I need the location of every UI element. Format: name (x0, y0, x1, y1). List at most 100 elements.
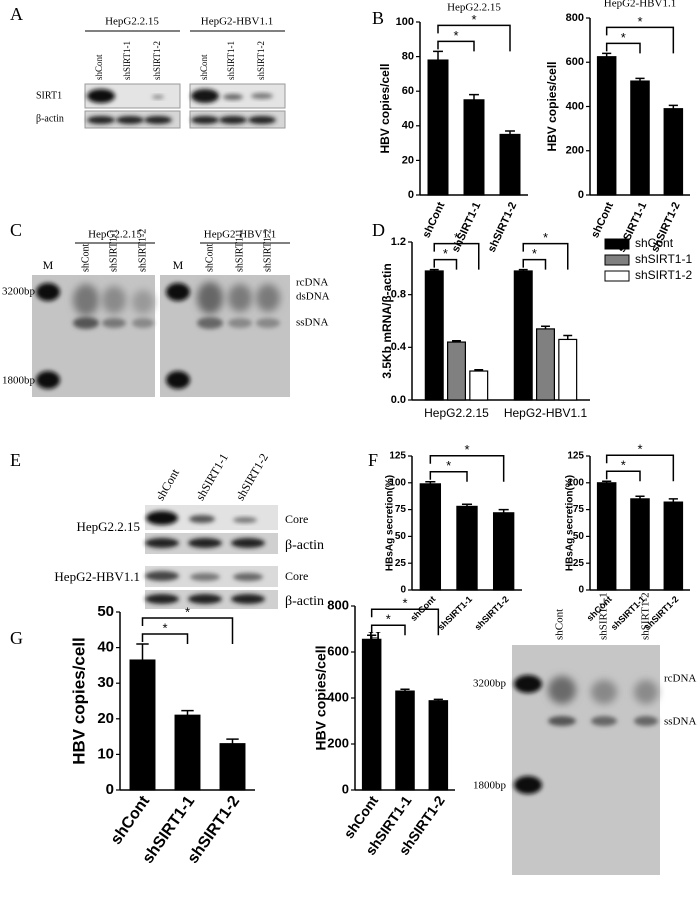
y-tick-label: 25 (573, 558, 585, 569)
bar (596, 482, 617, 591)
bar (456, 505, 478, 591)
blot-e: shCont shSIRT1-1 shSIRT1-2 HepG2.2.15 He… (54, 451, 324, 609)
legend-label: shCont (635, 236, 674, 250)
error-bar (635, 495, 645, 499)
smear (634, 680, 658, 704)
band (166, 283, 190, 301)
band (188, 594, 222, 604)
y-tick-label: 0.8 (391, 289, 406, 301)
smear (102, 286, 126, 314)
y-axis-label: HBV copies/cell (378, 63, 392, 153)
legend-label: shSIRT1-2 (635, 268, 692, 282)
error-bar (425, 480, 436, 484)
group-label: HepG2-HBV1.1 (201, 16, 273, 28)
significance-bracket (605, 42, 641, 54)
significance-label: * (453, 28, 458, 43)
bar (492, 512, 515, 591)
y-tick-label: 400 (566, 100, 584, 112)
band (190, 573, 220, 581)
band (73, 317, 99, 329)
marker-label: M (43, 258, 54, 272)
smear (548, 676, 576, 704)
band (219, 116, 247, 124)
band (233, 573, 263, 581)
significance-bracket (429, 470, 468, 482)
lane-label: shSIRT1-2 (137, 229, 148, 272)
y-tick-label: 60 (402, 85, 414, 97)
band (189, 515, 215, 523)
lane-label: shSIRT1-1 (108, 229, 119, 272)
y-tick-label: 0 (408, 189, 414, 201)
legend-swatch (604, 254, 630, 266)
x-tick-label: shCont (420, 200, 447, 240)
significance-bracket (370, 624, 406, 636)
band (591, 716, 617, 726)
smear (228, 284, 252, 312)
lane-label: shSIRT1-1 (193, 451, 231, 503)
form-label: rcDNA (296, 277, 328, 289)
blot-a: HepG2.2.15 HepG2-HBV1.1 shCont shSIRT1-1… (36, 16, 286, 129)
band (231, 538, 265, 548)
y-tick-label: 0 (578, 585, 584, 596)
panel-label: B (372, 8, 384, 28)
band (228, 318, 252, 328)
band (36, 283, 60, 301)
size-label: 1800bp (2, 375, 36, 387)
bar (361, 638, 382, 791)
significance-label: * (543, 230, 548, 245)
bar (419, 483, 442, 591)
panel-label: F (368, 450, 378, 470)
lane-label: shSIRT1-2 (640, 592, 652, 640)
chart-title: HepG2-HBV1.1 (604, 0, 676, 10)
lane-label: shCont (80, 243, 91, 272)
form-label: dsDNA (296, 291, 330, 303)
lane-label: shSIRT1-1 (598, 592, 610, 640)
band (144, 116, 172, 124)
band (36, 371, 60, 389)
band (197, 317, 223, 329)
band (146, 511, 178, 525)
panel-label: A (10, 4, 23, 24)
lane-label: shCont (199, 54, 209, 80)
band (514, 776, 542, 794)
significance-bracket (437, 40, 475, 52)
y-axis-label: HBV copies/cell (69, 637, 88, 765)
error-bar (498, 508, 509, 513)
error-bar (181, 709, 194, 716)
significance-bracket (433, 258, 458, 270)
significance-bracket (522, 242, 569, 270)
band (634, 716, 658, 726)
band (188, 538, 222, 548)
error-bar (226, 738, 239, 744)
y-tick-label: 1.2 (391, 236, 406, 248)
significance-label: * (621, 30, 626, 45)
significance-label: * (185, 604, 190, 619)
legend-swatch (604, 270, 630, 282)
bar (469, 370, 489, 401)
x-tick-label: HepG2.2.15 (424, 406, 489, 420)
band (166, 371, 190, 389)
y-tick-label: 10 (97, 745, 114, 762)
band (548, 716, 576, 726)
significance-bracket (605, 454, 675, 482)
bar (513, 270, 533, 401)
size-label: 3200bp (473, 678, 507, 690)
band (514, 675, 542, 693)
lane-label: shSIRT1-1 (226, 41, 236, 80)
band (191, 116, 219, 124)
lane-label: shSIRT1-1 (234, 229, 245, 272)
band (102, 318, 126, 328)
y-tick-label: 125 (567, 451, 584, 462)
significance-bracket (141, 633, 189, 645)
significance-bracket (429, 454, 505, 482)
significance-label: * (637, 14, 642, 29)
lane-label: shSIRT1-1 (122, 41, 132, 80)
bar (174, 714, 201, 791)
band (231, 594, 265, 604)
y-tick-label: 0 (342, 781, 349, 796)
bar (447, 341, 467, 401)
chart-title: HepG2.2.15 (447, 2, 501, 14)
blot-h: shCont shSIRT1-1 shSIRT1-2 3200bp 1800bp… (473, 592, 696, 875)
bar (427, 59, 449, 196)
y-axis-label: HBV copies/cell (545, 61, 559, 151)
